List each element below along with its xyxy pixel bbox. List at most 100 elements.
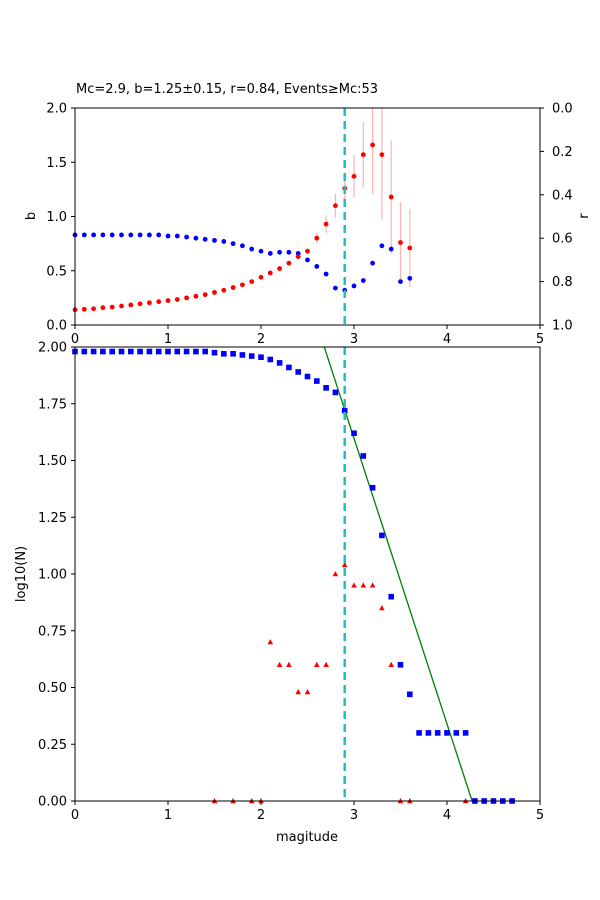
- bottom-cumulative-point: [128, 348, 134, 355]
- top-r-point: [388, 246, 394, 252]
- top-b-point: [240, 282, 245, 288]
- top-b-point: [379, 152, 385, 158]
- top-r-point: [333, 285, 338, 291]
- bottom-y-label: log10(N): [14, 546, 29, 602]
- bottom-cumulative-point: [295, 369, 301, 375]
- top-r-point: [360, 278, 366, 283]
- bottom-cumulative-point: [425, 730, 432, 736]
- bottom-cumulative-point: [100, 348, 106, 355]
- top-b-point: [221, 287, 227, 293]
- top-r-point: [193, 235, 199, 241]
- bottom-y-ticks: 0.00 0.25 0.50 0.75 1.00 1.25 1.50 1.75 2.00: [38, 341, 75, 810]
- bottom-panel: 0 1 2 3 4 5 0.00 0.25 0.50 0.75 1.00 1.25 1.50 1.75 2…: [14, 341, 544, 846]
- top-y-left-tick-label-1: 0.5: [46, 264, 67, 279]
- top-x-tick-label-0: 0: [71, 332, 79, 347]
- top-r-point: [407, 275, 413, 281]
- chart-title: Mc=2.9, b=1.25±0.15, r=0.84, Events≥Mc:5…: [76, 82, 378, 97]
- bottom-cumulative-point: [416, 730, 422, 736]
- bottom-noncumulative-point: [360, 582, 367, 588]
- bottom-cumulative-point: [258, 354, 264, 361]
- bottom-y-tick-label-3: 0.75: [38, 624, 67, 639]
- top-x-tick-label-5: 5: [536, 332, 544, 347]
- top-b-point: [147, 300, 152, 306]
- top-y-left-tick-label-4: 2.0: [46, 102, 67, 117]
- bottom-y-tick-label-8: 2.00: [38, 341, 67, 356]
- bottom-noncumulative-point: [267, 639, 274, 645]
- bottom-noncumulative-point: [341, 561, 348, 568]
- bottom-cumulative-point: [276, 360, 283, 366]
- bottom-noncumulative-point: [388, 661, 394, 667]
- bottom-cumulative-point: [341, 407, 348, 414]
- top-b-point: [137, 301, 143, 307]
- top-r-point: [100, 232, 106, 238]
- bottom-noncumulative-point: [314, 661, 320, 667]
- top-b-point: [258, 274, 264, 280]
- bottom-cumulative-point: [267, 356, 274, 363]
- top-b-point: [81, 306, 87, 312]
- bottom-cumulative-point: [434, 730, 441, 736]
- bottom-cumulative-point: [379, 532, 385, 539]
- top-r-point: [109, 232, 115, 238]
- top-r-point: [81, 232, 87, 238]
- bottom-y-tick-label-7: 1.75: [38, 397, 67, 412]
- top-y-ticks-left: 0.0 0.5 1.0 1.5 2.0: [46, 102, 75, 334]
- top-r-point: [165, 233, 171, 239]
- top-b-point: [91, 306, 96, 312]
- bottom-cumulative-point: [286, 364, 292, 371]
- top-r-point: [147, 232, 152, 238]
- top-r-point: [267, 250, 273, 256]
- top-y-right-tick-label-5: 0.0: [552, 102, 573, 117]
- bottom-x-tick-label-0: 0: [71, 808, 79, 823]
- top-r-point: [91, 232, 96, 238]
- top-y-right-tick-label-1: 0.8: [552, 275, 573, 290]
- top-r-point: [119, 232, 124, 238]
- bottom-cumulative-point: [314, 378, 320, 384]
- bottom-noncumulative-point: [286, 661, 292, 667]
- bottom-cumulative-point: [407, 691, 413, 698]
- bottom-cumulative-point: [165, 348, 171, 355]
- bottom-x-tick-label-4: 4: [443, 808, 451, 823]
- top-b-point: [351, 173, 357, 179]
- top-x-tick-label-4: 4: [443, 332, 451, 347]
- bottom-noncumulative-point: [351, 582, 357, 588]
- bottom-cumulative-point: [360, 453, 367, 459]
- bottom-cumulative-point: [221, 351, 227, 357]
- top-y-label-left: b: [24, 212, 39, 220]
- top-r-point: [314, 264, 320, 269]
- top-r-point: [398, 279, 403, 284]
- top-r-point: [128, 232, 134, 238]
- top-b-point: [333, 203, 338, 209]
- top-y-right-tick-label-4: 0.2: [552, 145, 573, 160]
- bottom-cumulative-point: [248, 353, 255, 359]
- bottom-cumulative-point: [369, 484, 376, 491]
- top-b-point: [314, 235, 320, 241]
- top-b-point: [184, 295, 190, 301]
- bottom-x-tick-label-2: 2: [257, 808, 265, 823]
- top-x-tick-label-2: 2: [257, 332, 265, 347]
- top-r-point: [156, 232, 162, 238]
- top-b-point: [286, 260, 292, 266]
- bottom-noncumulative-point: [332, 571, 339, 577]
- bottom-plot-area: [75, 347, 540, 801]
- top-b-point: [109, 304, 115, 310]
- bottom-x-tick-label-1: 1: [164, 808, 172, 823]
- top-b-point: [267, 270, 273, 276]
- top-r-point: [240, 243, 245, 249]
- top-r-point: [351, 283, 357, 289]
- bottom-cumulative-point: [230, 351, 236, 357]
- bottom-x-ticks: 0 1 2 3 4 5: [71, 801, 544, 823]
- bottom-cumulative-point: [183, 348, 190, 355]
- top-b-point: [388, 194, 394, 200]
- top-b-point: [295, 254, 301, 260]
- top-b-point: [100, 305, 106, 311]
- bottom-cumulative-point: [211, 349, 218, 356]
- top-r-point: [137, 232, 143, 238]
- top-r-series: [72, 232, 413, 293]
- top-r-point: [174, 233, 180, 239]
- top-b-point: [370, 142, 375, 148]
- top-b-point: [119, 303, 124, 309]
- top-x-tick-label-1: 1: [164, 332, 172, 347]
- top-y-ticks-right: 1.0 0.8 0.6 0.4 0.2 0.0: [540, 102, 573, 334]
- bottom-cumulative-point: [332, 389, 339, 396]
